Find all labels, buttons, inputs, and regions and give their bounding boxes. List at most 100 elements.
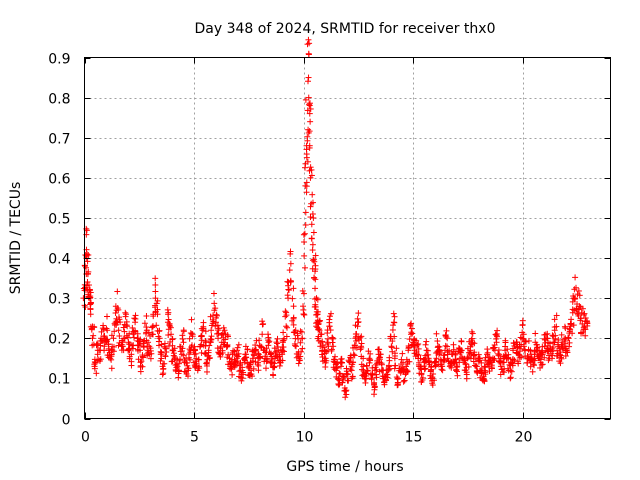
data-point <box>257 343 264 350</box>
data-point <box>336 370 343 377</box>
data-point <box>310 256 317 263</box>
data-point <box>281 348 288 355</box>
data-point <box>93 370 100 377</box>
data-point <box>469 330 476 337</box>
data-point <box>551 324 558 331</box>
data-point <box>90 332 97 339</box>
data-point <box>444 348 451 355</box>
data-point <box>430 370 437 377</box>
data-point <box>116 332 123 339</box>
data-point <box>116 316 123 323</box>
data-point <box>329 339 336 346</box>
data-point <box>574 311 581 318</box>
data-point <box>582 315 589 322</box>
data-point <box>305 74 312 81</box>
data-point <box>140 344 147 351</box>
data-point <box>307 105 314 112</box>
data-point <box>562 353 569 360</box>
data-point <box>539 361 546 368</box>
x-tick-label: 15 <box>405 430 423 446</box>
data-point <box>189 333 196 340</box>
data-point <box>341 387 348 394</box>
data-point <box>310 257 317 264</box>
data-point <box>145 339 152 346</box>
data-point <box>126 346 133 353</box>
data-point <box>576 303 583 310</box>
data-point <box>235 350 242 357</box>
data-point <box>299 287 306 294</box>
data-point <box>104 313 111 320</box>
data-point <box>317 331 324 338</box>
data-point <box>441 352 448 359</box>
data-point <box>224 332 231 339</box>
data-point <box>468 337 475 344</box>
data-point <box>307 164 314 171</box>
data-point <box>417 355 424 362</box>
data-point <box>312 252 319 259</box>
data-point <box>491 344 498 351</box>
data-point <box>355 319 362 326</box>
data-point <box>114 288 121 295</box>
data-point <box>302 209 309 216</box>
data-point <box>551 316 558 323</box>
data-point <box>391 319 398 326</box>
data-point <box>120 347 127 354</box>
data-point <box>220 324 227 331</box>
data-point <box>393 345 400 352</box>
data-point <box>553 353 560 360</box>
data-point <box>271 364 278 371</box>
data-point <box>147 345 154 352</box>
data-point <box>557 360 564 367</box>
data-point <box>171 345 178 352</box>
data-point <box>436 343 443 350</box>
data-point <box>222 336 229 343</box>
data-point <box>157 348 164 355</box>
data-point <box>183 360 190 367</box>
data-point <box>518 354 525 361</box>
data-point <box>525 337 532 344</box>
data-point <box>486 354 493 361</box>
data-point <box>565 334 572 341</box>
data-point <box>303 183 310 190</box>
data-point <box>263 358 270 365</box>
data-point <box>404 358 411 365</box>
data-point <box>453 366 460 373</box>
data-point <box>140 340 147 347</box>
data-point <box>388 344 395 351</box>
data-point <box>132 315 139 322</box>
data-point <box>385 367 392 374</box>
data-point <box>100 326 107 333</box>
data-point <box>532 330 539 337</box>
data-point <box>364 367 371 374</box>
data-point <box>481 378 488 385</box>
data-point <box>238 377 245 384</box>
data-point <box>471 340 478 347</box>
data-point <box>171 356 178 363</box>
data-point <box>153 322 160 329</box>
data-point <box>319 338 326 345</box>
data-point <box>93 340 100 347</box>
data-point <box>413 337 420 344</box>
data-point <box>301 252 308 259</box>
data-point <box>123 311 130 318</box>
data-point <box>191 343 198 350</box>
data-point <box>137 362 144 369</box>
data-point <box>355 310 362 317</box>
data-point <box>283 333 290 340</box>
data-point <box>152 275 159 282</box>
data-point <box>316 325 323 332</box>
data-point <box>249 373 256 380</box>
data-point <box>308 172 315 179</box>
data-point <box>236 368 243 375</box>
data-point <box>544 330 551 337</box>
data-point <box>466 349 473 356</box>
data-point <box>495 347 502 354</box>
x-axis-label: GPS time / hours <box>286 459 403 475</box>
data-point <box>280 337 287 344</box>
data-point <box>304 158 311 165</box>
data-point <box>287 260 294 267</box>
data-point <box>149 323 156 330</box>
data-point <box>578 329 585 336</box>
data-point <box>256 337 263 344</box>
